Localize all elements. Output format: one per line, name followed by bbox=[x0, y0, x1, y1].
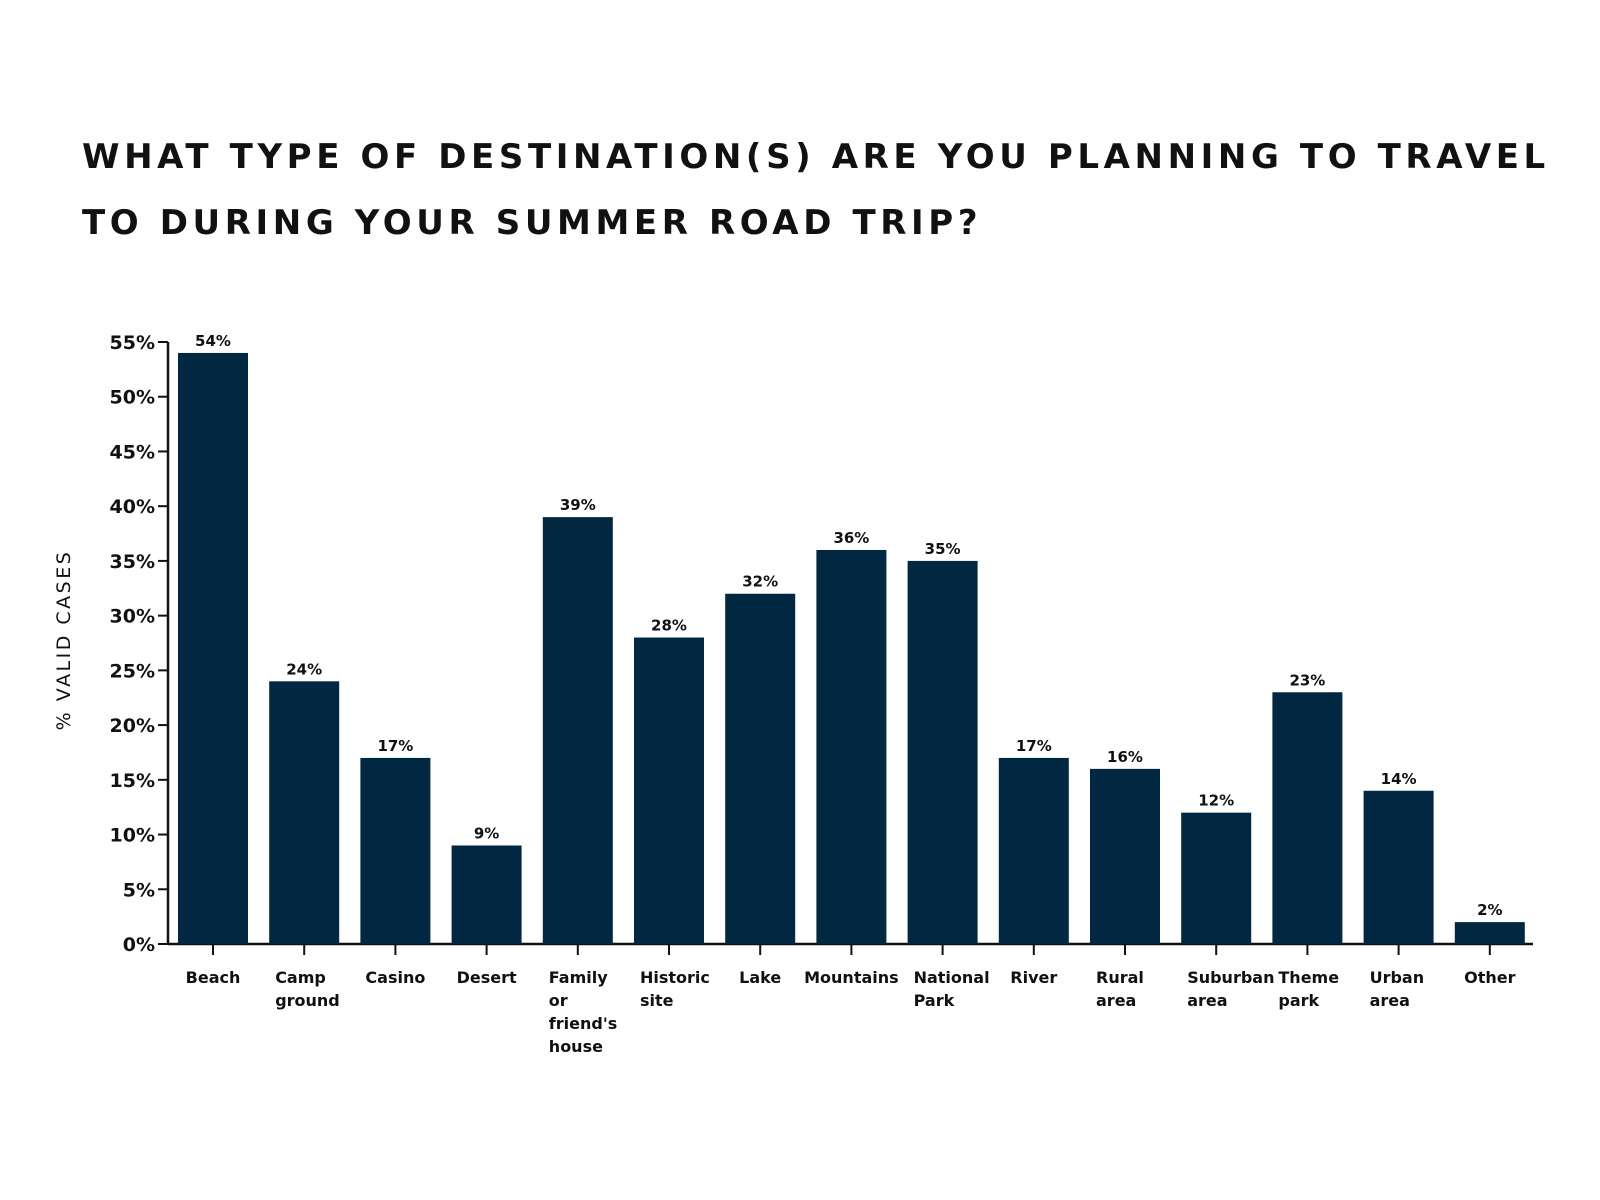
bar-lake bbox=[725, 593, 796, 944]
y-tick-label: 35% bbox=[110, 551, 155, 573]
bar-river bbox=[998, 757, 1069, 944]
y-tick-label: 5% bbox=[123, 879, 155, 901]
bar-rural-area bbox=[1090, 768, 1160, 944]
bar-mountains bbox=[816, 549, 887, 944]
data-label: 12% bbox=[1198, 792, 1234, 810]
data-label: 16% bbox=[1107, 748, 1143, 766]
data-label: 23% bbox=[1289, 671, 1325, 689]
y-tick-label: 25% bbox=[110, 660, 155, 682]
bar-casino bbox=[360, 757, 431, 944]
x-tick-label: Other bbox=[1464, 968, 1515, 987]
data-label: 24% bbox=[286, 660, 322, 678]
data-label: 54% bbox=[195, 332, 231, 350]
y-tick-label: 40% bbox=[110, 496, 155, 518]
bar-family-or-friends-house bbox=[542, 517, 613, 944]
bar-national-park bbox=[907, 560, 978, 944]
x-tick-label: Historic site bbox=[640, 968, 710, 1010]
x-tick-label: Desert bbox=[457, 968, 517, 987]
x-tick-label: Suburban area bbox=[1187, 968, 1274, 1010]
y-tick-label: 55% bbox=[110, 332, 155, 354]
data-label: 39% bbox=[560, 496, 596, 514]
bar-desert bbox=[451, 845, 522, 944]
data-label: 2% bbox=[1477, 901, 1502, 919]
y-tick-label: 10% bbox=[110, 825, 155, 847]
y-tick-label: 45% bbox=[110, 441, 155, 463]
bar-theme-park bbox=[1272, 692, 1343, 944]
data-label: 32% bbox=[742, 573, 778, 591]
data-label: 17% bbox=[1016, 737, 1052, 755]
x-tick-label: National Park bbox=[914, 968, 990, 1010]
y-tick-label: 20% bbox=[110, 715, 155, 737]
x-tick-label: Mountains bbox=[804, 968, 899, 987]
data-label: 9% bbox=[474, 824, 499, 842]
data-label: 14% bbox=[1381, 770, 1417, 788]
bar-beach bbox=[178, 352, 248, 945]
x-tick-label: Casino bbox=[365, 968, 425, 987]
x-tick-label: River bbox=[1010, 968, 1057, 987]
y-axis-label: % VALID CASES bbox=[53, 550, 75, 731]
x-tick-label: Camp ground bbox=[275, 968, 340, 1010]
data-label: 17% bbox=[377, 737, 413, 755]
data-label: 36% bbox=[833, 529, 869, 547]
y-tick-label: 15% bbox=[110, 770, 155, 792]
x-tick-label: Lake bbox=[739, 968, 781, 987]
bar-urban-area bbox=[1363, 790, 1434, 944]
x-tick-label: Theme park bbox=[1278, 968, 1339, 1010]
y-tick-label: 0% bbox=[123, 934, 155, 956]
x-tick-label: Urban area bbox=[1370, 968, 1425, 1010]
bar-camp-ground bbox=[269, 681, 340, 944]
x-tick-label: Beach bbox=[186, 968, 241, 987]
bar-historic-site bbox=[634, 637, 704, 944]
chart-title: WHAT TYPE OF DESTINATION(S) ARE YOU PLAN… bbox=[82, 137, 1550, 243]
data-label: 35% bbox=[925, 540, 961, 558]
y-tick-label: 30% bbox=[110, 606, 155, 628]
bar-other bbox=[1454, 922, 1525, 944]
x-tick-label: Rural area bbox=[1096, 968, 1144, 1010]
x-tick-label: Family or friend's house bbox=[549, 968, 617, 1056]
y-tick-label: 50% bbox=[110, 387, 155, 409]
bar-suburban-area bbox=[1181, 812, 1252, 944]
data-label: 28% bbox=[651, 617, 687, 635]
